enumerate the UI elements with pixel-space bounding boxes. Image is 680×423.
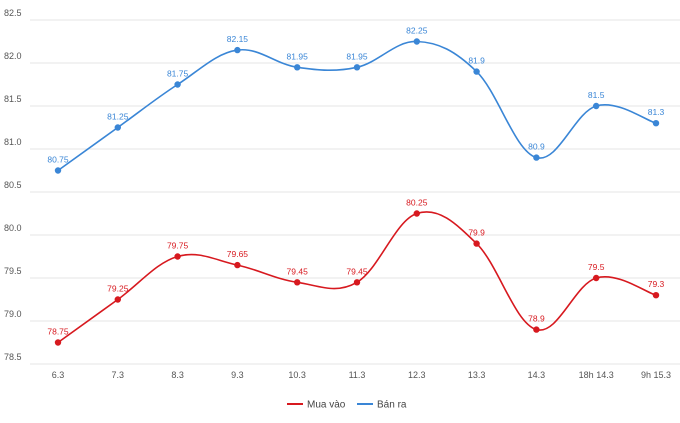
data-label: 79.9: [468, 228, 485, 238]
y-tick-label: 81.5: [4, 94, 22, 104]
data-point: [234, 46, 241, 54]
data-point: [234, 261, 241, 269]
x-tick-label: 9.3: [231, 370, 244, 380]
data-label: 79.3: [648, 279, 665, 289]
y-tick-label: 81.0: [4, 137, 22, 147]
data-label: 81.95: [346, 51, 368, 61]
data-point: [294, 279, 301, 286]
data-label: 81.95: [287, 51, 309, 61]
data-label: 81.9: [468, 56, 485, 66]
data-label: 79.45: [287, 266, 309, 276]
data-point: [54, 167, 62, 174]
data-point: [593, 274, 600, 282]
data-point: [353, 279, 361, 286]
data-point: [174, 81, 181, 88]
x-tick-label: 12.3: [408, 370, 426, 380]
data-label: 81.25: [107, 112, 129, 122]
data-point: [533, 154, 540, 161]
data-label: 82.25: [406, 26, 428, 36]
x-tick-label: 18h 14.3: [579, 370, 614, 380]
y-tick-label: 82.0: [4, 51, 22, 61]
data-point: [174, 253, 181, 260]
data-point: [533, 326, 540, 333]
data-point: [652, 120, 660, 127]
data-point: [114, 296, 122, 303]
data-label: 79.65: [227, 249, 249, 259]
x-tick-label: 8.3: [171, 370, 184, 380]
data-label: 81.5: [588, 90, 605, 100]
data-label: 80.9: [528, 142, 545, 152]
y-tick-label: 80.0: [4, 223, 22, 233]
data-point: [473, 240, 480, 247]
y-tick-label: 79.5: [4, 266, 22, 276]
x-tick-label: 10.3: [288, 370, 306, 380]
series-line: [57, 211, 657, 344]
data-label: 79.5: [588, 262, 605, 272]
y-tick-label: 79.0: [4, 309, 22, 319]
gridlines: [30, 19, 680, 365]
y-axis: 78.5 79.0 79.5 80.0 80.5 81.0 81.5 82.0 82.5: [4, 8, 22, 362]
data-point: [652, 292, 660, 299]
data-label: 79.45: [346, 266, 368, 276]
y-tick-label: 80.5: [4, 180, 22, 190]
data-label: 79.25: [107, 284, 129, 294]
x-tick-label: 6.3: [52, 370, 65, 380]
x-axis: 6.3 7.3 8.3 9.3 10.3 11.3 12.3 13.3 14.3 18h 14.3…: [52, 370, 671, 380]
x-tick-label: 7.3: [112, 370, 125, 380]
data-label: 80.25: [406, 198, 428, 208]
series-line: [57, 40, 657, 172]
data-point: [413, 210, 420, 217]
data-point: [294, 64, 301, 71]
y-tick-label: 82.5: [4, 8, 22, 18]
data-point: [114, 124, 122, 131]
legend: Mua vào Bán ra: [287, 400, 407, 411]
data-point: [593, 102, 600, 110]
data-point: [54, 339, 62, 346]
legend-label: Mua vào: [307, 400, 346, 411]
x-tick-label: 11.3: [349, 370, 366, 380]
data-point: [353, 64, 361, 71]
data-point: [473, 68, 480, 75]
data-label: 81.75: [167, 69, 189, 79]
x-tick-label: 14.3: [528, 370, 546, 380]
data-label: 79.75: [167, 241, 189, 251]
data-label: 82.15: [227, 34, 249, 44]
series-group: 78.75 79.25 79.75 79.65 79.45 79.45 80.25 79.9 7…: [47, 26, 665, 346]
x-tick-label: 13.3: [468, 370, 486, 380]
data-point: [413, 38, 420, 45]
data-label: 78.75: [47, 327, 69, 337]
data-label: 81.3: [648, 107, 665, 117]
data-label: 78.9: [528, 314, 545, 324]
data-label: 80.75: [47, 155, 69, 165]
legend-label: Bán ra: [377, 400, 407, 411]
y-tick-label: 78.5: [4, 352, 22, 362]
x-tick-label: 9h 15.3: [641, 370, 671, 380]
